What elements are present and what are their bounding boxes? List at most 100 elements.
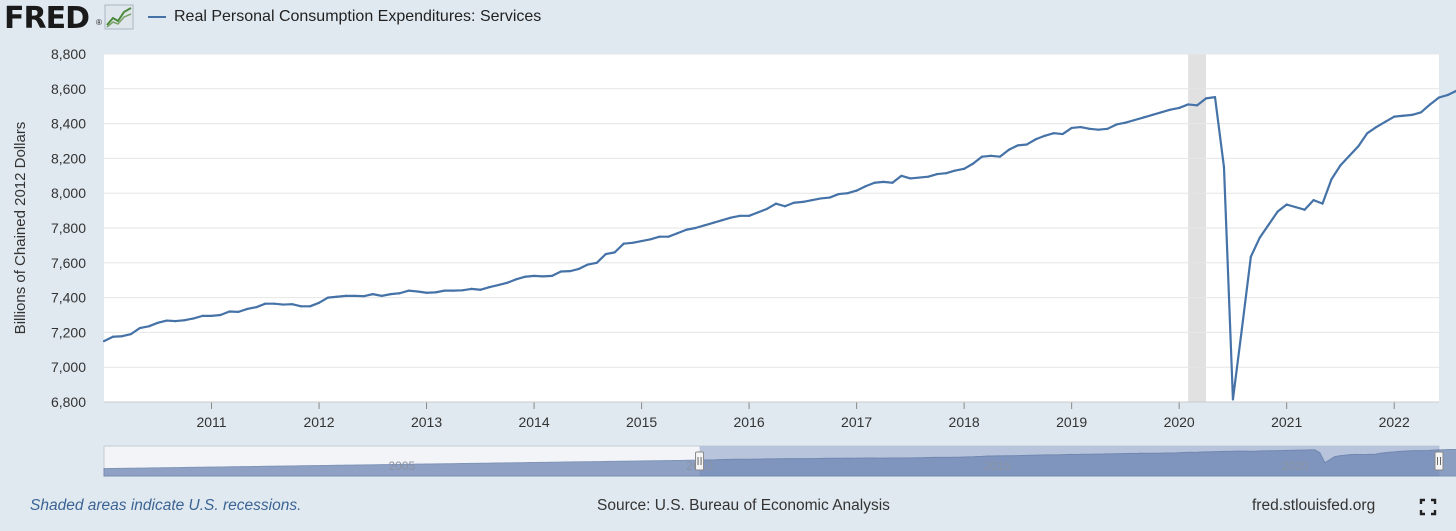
data-point	[1402, 114, 1405, 117]
y-tick-label: 6,800	[51, 394, 86, 410]
data-point	[273, 302, 276, 305]
series-line	[103, 89, 1456, 401]
data-point	[326, 296, 330, 299]
data-point	[317, 301, 321, 304]
navigator-tick-label: 2015	[984, 459, 1011, 473]
data-point	[1160, 111, 1163, 114]
data-point	[998, 155, 1002, 158]
navigator-tick-label: 2005	[388, 459, 415, 473]
fred-logo[interactable]: FRED	[4, 1, 90, 36]
data-point	[1106, 127, 1109, 130]
data-point	[613, 251, 616, 254]
data-point	[846, 192, 849, 195]
data-point	[461, 289, 464, 292]
data-point	[577, 267, 580, 270]
x-tick-label: 2013	[411, 414, 442, 430]
data-point	[873, 181, 876, 184]
data-point	[1061, 132, 1064, 136]
data-point	[1034, 138, 1037, 141]
data-point	[989, 154, 993, 157]
data-point	[640, 239, 643, 243]
data-point	[174, 319, 177, 323]
data-point	[1240, 327, 1243, 331]
y-tick-label: 8,000	[51, 185, 86, 201]
data-point	[909, 177, 912, 180]
data-point	[694, 226, 697, 230]
data-point	[891, 181, 894, 184]
registered-mark: ®	[96, 18, 102, 27]
data-point	[882, 180, 885, 183]
data-point	[1437, 96, 1441, 99]
chart-legend[interactable]: Real Personal Consumption Expenditures: …	[148, 7, 541, 27]
x-tick-label: 2017	[841, 414, 872, 430]
data-point	[1124, 121, 1127, 124]
navigator-right-handle[interactable]	[1434, 451, 1444, 471]
data-point	[568, 270, 572, 273]
data-point	[1097, 128, 1100, 131]
data-point	[532, 274, 536, 277]
data-point	[434, 291, 437, 294]
data-point	[1446, 93, 1450, 96]
data-point	[264, 302, 267, 305]
data-point	[452, 289, 455, 292]
navigator-left-handle[interactable]	[695, 451, 705, 471]
data-point	[541, 275, 545, 278]
fred-line-chart[interactable]: 6,800 7,000 7,200 7,400 7,600 7,800 8,000 8,200…	[0, 40, 1456, 490]
data-point	[1276, 210, 1279, 213]
data-point	[156, 321, 159, 324]
data-point	[353, 294, 356, 297]
y-tick-label: 7,200	[51, 324, 86, 340]
handle-body	[695, 451, 705, 471]
data-point	[1016, 144, 1019, 147]
y-tick-label: 7,600	[51, 255, 86, 271]
fullscreen-icon[interactable]	[1419, 498, 1437, 516]
data-point	[129, 333, 132, 336]
data-point	[631, 241, 634, 244]
data-point	[1222, 166, 1226, 169]
y-tick-label: 8,800	[51, 46, 86, 62]
navigator-series-area	[103, 448, 1456, 477]
site-url[interactable]: fred.stlouisfed.org	[1252, 497, 1376, 514]
data-point	[703, 224, 706, 227]
y-tick-label: 8,200	[51, 150, 86, 166]
data-point	[748, 214, 751, 217]
data-point	[559, 270, 563, 273]
data-point	[515, 278, 518, 281]
data-point	[667, 235, 670, 238]
data-point	[479, 288, 482, 291]
data-point	[425, 291, 428, 294]
data-point	[1357, 145, 1360, 148]
data-point	[1267, 223, 1270, 226]
y-tick-label: 7,800	[51, 220, 86, 236]
data-point	[335, 295, 339, 298]
data-point	[255, 306, 258, 309]
handle-body	[1434, 451, 1444, 471]
data-point	[900, 174, 903, 177]
data-point	[1428, 103, 1432, 106]
x-tick-label: 2011	[196, 414, 226, 430]
navigator-tick-label: 2020	[1282, 459, 1309, 473]
data-point	[1178, 106, 1181, 110]
data-point	[954, 169, 957, 172]
data-point	[936, 172, 939, 176]
data-point	[550, 274, 554, 277]
x-tick-label: 2021	[1271, 414, 1302, 430]
data-point	[165, 319, 168, 322]
data-point	[1231, 398, 1235, 401]
source-text: Source: U.S. Bureau of Economic Analysis	[597, 497, 890, 514]
data-point	[389, 293, 392, 296]
data-point	[792, 201, 795, 204]
data-point	[1115, 123, 1118, 126]
data-point	[282, 303, 285, 306]
data-point	[120, 335, 124, 338]
data-point	[1411, 113, 1414, 116]
data-point	[228, 310, 231, 313]
header-bar: FRED ® Real Personal Consumption Expendi…	[0, 0, 1456, 40]
data-point	[721, 219, 724, 222]
data-point	[1133, 119, 1136, 122]
data-point	[1187, 103, 1190, 106]
data-point	[1088, 127, 1091, 130]
data-point	[1294, 206, 1297, 209]
data-point	[765, 207, 769, 210]
data-point	[497, 283, 500, 287]
